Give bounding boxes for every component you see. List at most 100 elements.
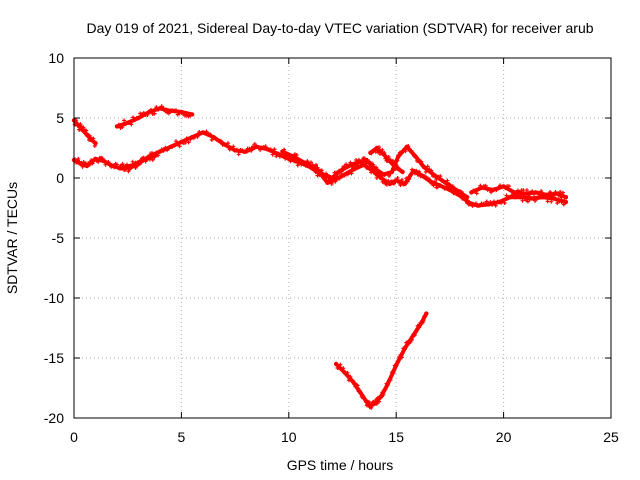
data-point — [432, 179, 437, 184]
data-point — [548, 190, 553, 195]
data-point — [145, 113, 150, 118]
data-point — [425, 164, 430, 169]
data-point — [402, 346, 407, 351]
data-point — [513, 195, 518, 200]
data-point — [535, 191, 540, 196]
data-point — [263, 144, 268, 149]
data-point — [341, 366, 346, 371]
data-point — [472, 188, 477, 193]
data-point — [275, 151, 281, 157]
data-point — [486, 202, 491, 207]
data-point — [157, 149, 163, 154]
data-point — [189, 112, 195, 117]
data-point — [358, 390, 363, 395]
data-point — [101, 159, 107, 164]
data-point — [123, 165, 128, 170]
data-point — [545, 199, 550, 204]
x-tick-label: 15 — [388, 429, 404, 445]
data-point — [506, 184, 511, 189]
data-point — [417, 169, 422, 174]
data-point — [389, 169, 395, 175]
data-point — [345, 370, 350, 375]
data-point — [429, 168, 434, 173]
data-point — [380, 390, 385, 395]
data-point — [243, 149, 248, 154]
data-point — [336, 366, 341, 371]
data-point — [366, 159, 371, 164]
data-point — [90, 161, 95, 166]
data-point — [363, 161, 368, 166]
data-point — [502, 200, 507, 205]
data-point — [372, 401, 377, 406]
data-point — [359, 160, 364, 165]
series-trace-morning-mid — [119, 153, 158, 174]
data-point — [392, 181, 397, 186]
data-point — [389, 162, 394, 167]
data-point — [431, 183, 436, 188]
data-point — [161, 148, 166, 153]
series-trace-evening-low — [464, 192, 569, 208]
tick-group: 0 5 10 15 20 25 -20 -15 -10 -5 0 5 10 — [44, 50, 619, 445]
series-trace-dip — [333, 311, 429, 410]
data-point — [381, 393, 386, 398]
data-point — [87, 133, 92, 138]
data-point — [395, 175, 400, 180]
data-point — [496, 186, 501, 191]
data-point — [507, 195, 513, 200]
data-point — [224, 143, 229, 148]
data-point — [293, 159, 298, 164]
data-point — [525, 199, 530, 204]
data-point — [249, 148, 254, 153]
data-point — [150, 157, 155, 162]
data-point — [539, 189, 544, 194]
data-point — [432, 173, 438, 178]
data-point — [447, 181, 452, 186]
x-tick-label: 5 — [178, 429, 186, 445]
y-tick-label: -10 — [44, 290, 64, 306]
data-point — [256, 145, 261, 150]
data-point — [450, 184, 455, 189]
data-point — [84, 128, 89, 133]
data-point — [127, 120, 132, 125]
y-axis-label: SDTVAR / TECUs — [4, 182, 20, 294]
data-point — [74, 118, 79, 123]
data-point — [371, 162, 376, 167]
data-point — [116, 122, 121, 127]
data-point — [556, 193, 561, 198]
data-point — [398, 353, 403, 358]
data-point — [520, 198, 525, 203]
data-point — [251, 144, 255, 149]
data-point — [348, 160, 353, 165]
data-point — [307, 164, 312, 169]
data-point — [288, 159, 293, 164]
data-point — [405, 179, 410, 184]
data-point — [177, 144, 182, 149]
data-point — [152, 111, 157, 116]
grid — [74, 58, 611, 418]
data-point — [464, 195, 470, 200]
data-point — [172, 143, 177, 148]
data-point — [412, 171, 417, 176]
data-point — [236, 152, 241, 157]
data-point — [521, 188, 526, 193]
data-point — [335, 174, 340, 179]
data-point — [550, 196, 556, 201]
data-point — [303, 163, 308, 168]
data-point — [524, 188, 529, 193]
chart-title: Day 019 of 2021, Sidereal Day-to-day VTE… — [86, 20, 593, 36]
data-point — [174, 108, 179, 113]
data-point — [557, 199, 562, 204]
data-point — [409, 337, 414, 342]
data-point — [399, 178, 404, 183]
data-point — [459, 190, 464, 195]
data-point — [540, 195, 545, 200]
data-point — [87, 162, 92, 167]
data-point — [315, 165, 320, 170]
data-point — [477, 203, 482, 208]
data-point — [268, 147, 273, 152]
y-tick-label: 5 — [56, 110, 64, 126]
data-point — [301, 160, 306, 165]
data-point — [136, 115, 141, 121]
data-point — [129, 122, 134, 127]
